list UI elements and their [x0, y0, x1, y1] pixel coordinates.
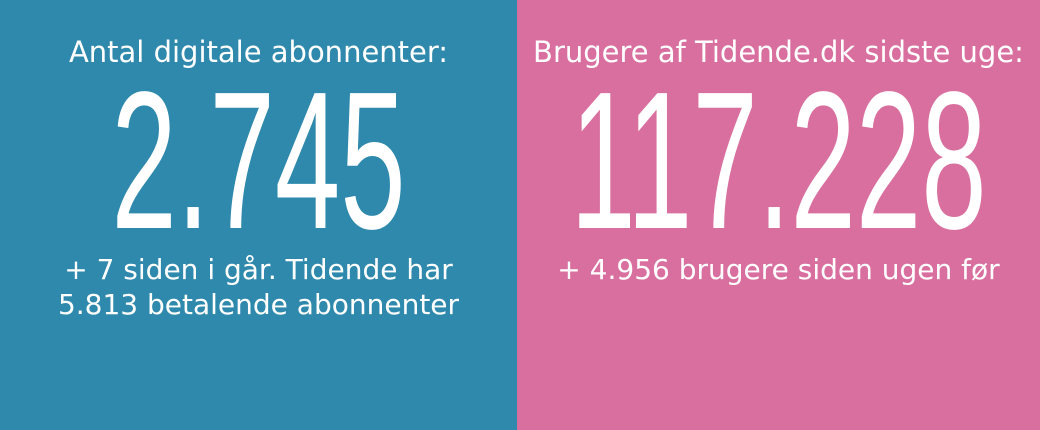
panel-background: [0, 0, 517, 430]
panel-background: [517, 0, 1040, 430]
panel-note: + 4.956 brugere siden ugen før: [557, 253, 1000, 286]
panel-title: Antal digitale abonnenter:: [69, 35, 448, 69]
stat-panel: Antal digitale abonnenter:2.745+ 7 siden…: [0, 0, 517, 430]
panel-title: Brugere af Tidende.dk sidste uge:: [533, 35, 1024, 69]
big-number: 117.228: [570, 52, 986, 270]
stat-panel: Brugere af Tidende.dk sidste uge:117.228…: [517, 0, 1040, 430]
panel-note: + 7 siden i går. Tidende har: [64, 253, 453, 286]
panel-note: 5.813 betalende abonnenter: [58, 288, 460, 321]
big-number: 2.745: [111, 52, 405, 270]
